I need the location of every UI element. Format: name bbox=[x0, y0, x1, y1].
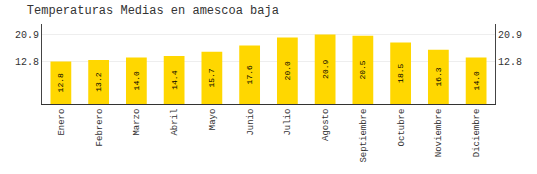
svg-text:Junio: Junio bbox=[246, 109, 256, 136]
svg-text:Septiembre: Septiembre bbox=[359, 109, 369, 163]
svg-text:Enero: Enero bbox=[57, 109, 67, 136]
svg-text:13.2: 13.2 bbox=[94, 72, 103, 91]
svg-text:Diciembre: Diciembre bbox=[472, 109, 482, 158]
svg-text:17.6: 17.6 bbox=[245, 65, 254, 84]
svg-text:Octubre: Octubre bbox=[397, 109, 407, 147]
svg-text:12.8: 12.8 bbox=[498, 57, 522, 68]
svg-text:Julio: Julio bbox=[283, 109, 293, 136]
svg-text:15.7: 15.7 bbox=[207, 68, 216, 87]
svg-text:18.5: 18.5 bbox=[396, 64, 405, 83]
svg-text:20.9: 20.9 bbox=[15, 30, 39, 41]
svg-text:20.9: 20.9 bbox=[498, 30, 522, 41]
svg-text:20.9: 20.9 bbox=[321, 60, 330, 79]
svg-text:20.5: 20.5 bbox=[358, 60, 367, 79]
svg-text:14.4: 14.4 bbox=[170, 70, 179, 89]
svg-text:Agosto: Agosto bbox=[321, 109, 331, 141]
svg-text:20.0: 20.0 bbox=[283, 61, 292, 80]
svg-text:Mayo: Mayo bbox=[208, 109, 218, 131]
svg-text:Marzo: Marzo bbox=[132, 109, 142, 136]
svg-text:12.8: 12.8 bbox=[56, 73, 65, 92]
svg-text:Abril: Abril bbox=[170, 109, 180, 136]
svg-text:Noviembre: Noviembre bbox=[434, 109, 444, 158]
svg-text:14.0: 14.0 bbox=[472, 71, 481, 90]
svg-text:16.3: 16.3 bbox=[434, 67, 443, 86]
svg-text:14.0: 14.0 bbox=[132, 71, 141, 90]
svg-text:Febrero: Febrero bbox=[95, 109, 105, 147]
svg-text:12.8: 12.8 bbox=[15, 57, 39, 68]
svg-text:Temperaturas Medias en amescoa: Temperaturas Medias en amescoa baja bbox=[27, 4, 279, 18]
